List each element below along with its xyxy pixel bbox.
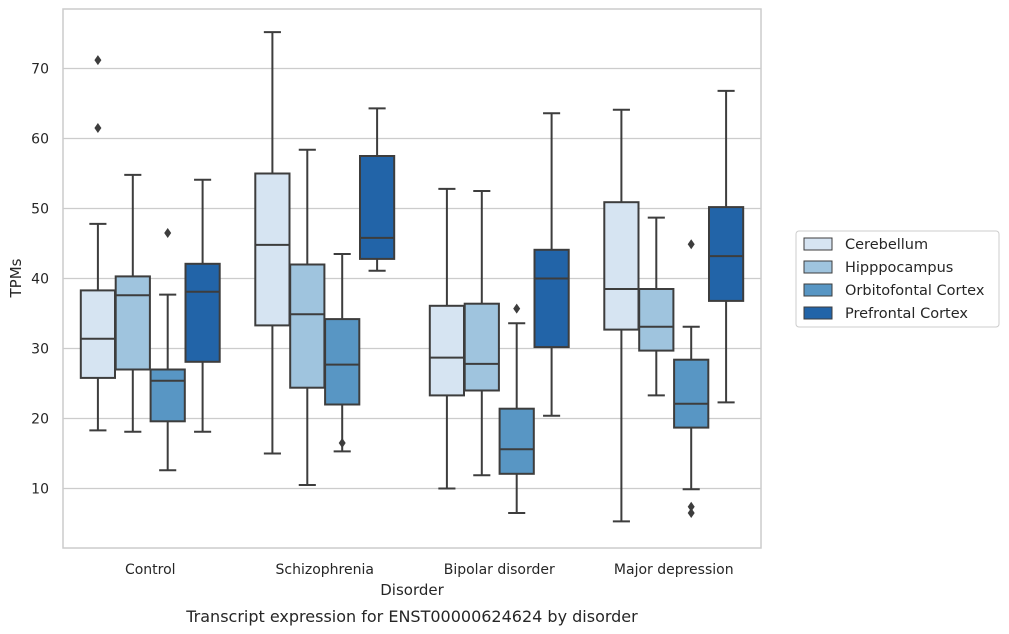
x-tick-label: Schizophrenia [276, 562, 374, 578]
box-iqr [603, 201, 640, 331]
x-tick-label: Bipolar disorder [444, 562, 555, 578]
legend-label: Prefrontal Cortex [845, 306, 968, 322]
y-tick-label: 10 [31, 482, 49, 498]
box-3-0 [603, 108, 640, 523]
legend-swatch [803, 260, 833, 274]
y-tick-label: 50 [31, 202, 49, 218]
outlier-point [513, 303, 521, 314]
legend-frame [795, 230, 1000, 328]
box-iqr [463, 302, 500, 392]
x-axis-title: Disorder [380, 581, 444, 599]
box-iqr [707, 206, 745, 302]
box-iqr [498, 407, 535, 475]
box-3-1 [638, 216, 675, 397]
legend-label: Cerebellum [845, 237, 928, 253]
legend-swatch [803, 306, 833, 320]
legend-label: Orbitofontal Cortex [845, 283, 985, 299]
box-0-2 [149, 228, 186, 472]
outlier-point [164, 228, 172, 238]
box-2-3 [533, 112, 570, 417]
boxes [79, 31, 745, 523]
y-axis-title: TPMs [7, 258, 25, 298]
box-1-1 [289, 148, 326, 486]
box-iqr [533, 248, 570, 349]
y-tick-label: 60 [31, 132, 49, 148]
box-iqr [358, 155, 396, 260]
outlier-point [94, 55, 102, 66]
box-iqr [254, 172, 291, 327]
y-tick-label: 40 [31, 272, 49, 288]
y-tick-label: 30 [31, 342, 49, 358]
legend: Cerebellum Hipppocampus Orbitofontal Corte… [795, 230, 1000, 328]
box-iqr [324, 318, 361, 406]
outlier-point [687, 501, 695, 512]
box-1-0 [254, 31, 291, 455]
box-iqr [149, 368, 186, 423]
legend-swatch [803, 283, 833, 297]
box-0-0 [79, 55, 117, 432]
x-tick-labels: Control Schizophrenia Bipolar disorder Majo… [125, 562, 734, 578]
chart-caption: Transcript expression for ENST0000062462… [185, 607, 638, 626]
box-iqr [79, 289, 117, 379]
outlier-point [338, 438, 346, 448]
legend-swatch [803, 237, 833, 251]
y-tick-label: 20 [31, 412, 49, 428]
box-iqr [114, 275, 151, 371]
box-iqr [184, 262, 221, 363]
box-3-2 [673, 239, 710, 518]
outlier-point [94, 123, 102, 133]
box-iqr [673, 358, 710, 429]
box-iqr [289, 263, 326, 389]
box-1-3 [358, 107, 396, 272]
x-tick-label: Control [125, 562, 176, 578]
y-tick-label: 70 [31, 62, 49, 78]
box-2-1 [463, 190, 500, 477]
box-0-1 [114, 173, 151, 433]
outlier-point [687, 508, 695, 518]
box-0-3 [184, 178, 221, 433]
y-tick-labels: 10 20 30 40 50 60 70 [31, 62, 49, 498]
box-iqr [428, 304, 466, 397]
box-3-3 [707, 89, 745, 404]
box-2-2 [498, 303, 535, 514]
legend-label: Hipppocampus [845, 260, 953, 276]
x-tick-label: Major depression [614, 562, 734, 578]
box-1-2 [324, 253, 361, 453]
outlier-point [687, 239, 695, 250]
box-iqr [638, 288, 675, 352]
